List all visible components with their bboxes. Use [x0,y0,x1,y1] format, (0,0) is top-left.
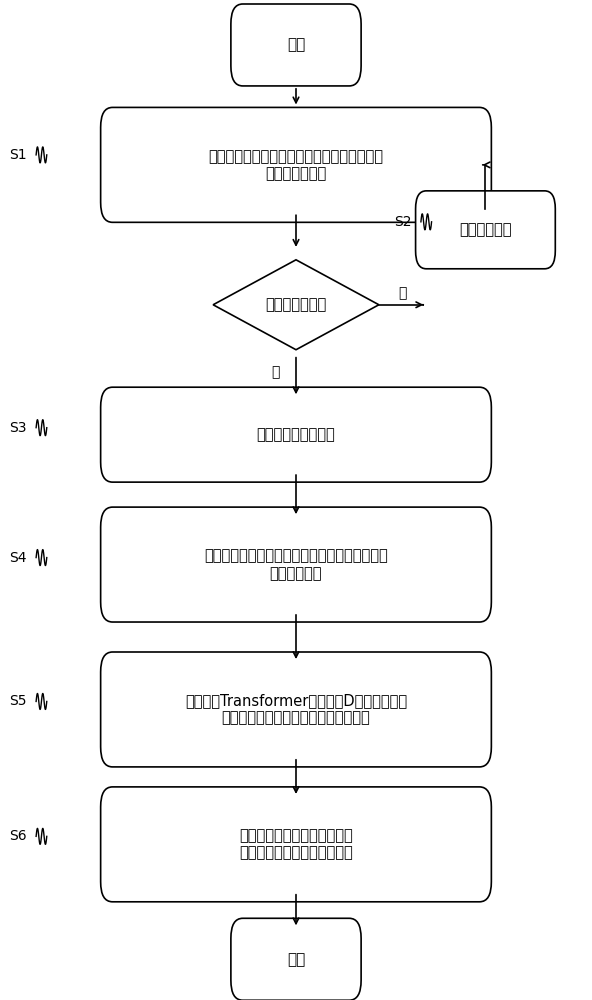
FancyBboxPatch shape [101,507,491,622]
FancyBboxPatch shape [416,191,555,269]
FancyBboxPatch shape [101,107,491,222]
Polygon shape [213,260,379,350]
Text: S2: S2 [394,215,411,229]
Text: 两个相邻块合并: 两个相邻块合并 [265,297,327,312]
FancyBboxPatch shape [231,4,361,86]
Text: S1: S1 [9,148,27,162]
Text: 通过近邻注意力机制来判断两个相邻的物品是
否需要合并操作: 通过近邻注意力机制来判断两个相邻的物品是 否需要合并操作 [208,149,384,181]
Text: 动态生成块掩码矩阵: 动态生成块掩码矩阵 [256,427,336,442]
Text: S4: S4 [9,551,27,565]
FancyBboxPatch shape [101,652,491,767]
Text: 动态层次Transformer模块得到D个块掩码矩阵
可以推断出历史序列的多尺度层次结构: 动态层次Transformer模块得到D个块掩码矩阵 可以推断出历史序列的多尺度… [185,693,407,726]
Text: 开始: 开始 [287,37,305,52]
Text: 历史序列的多尺度层次结构，
用于预测用户多尺度兴趣偏好: 历史序列的多尺度层次结构， 用于预测用户多尺度兴趣偏好 [239,828,353,861]
Text: 结束: 结束 [287,952,305,967]
Text: 是: 是 [271,365,279,379]
FancyBboxPatch shape [231,918,361,1000]
Text: 左右邻块调整: 左右邻块调整 [459,222,511,237]
Text: S5: S5 [9,694,27,708]
Text: 否: 否 [398,286,407,300]
FancyBboxPatch shape [101,787,491,902]
Text: S6: S6 [9,829,27,843]
Text: 根据动态块掩码矩阵与自注意力机制，计算当前
层的隐式表示: 根据动态块掩码矩阵与自注意力机制，计算当前 层的隐式表示 [204,548,388,581]
FancyBboxPatch shape [101,387,491,482]
Text: S3: S3 [9,421,27,435]
